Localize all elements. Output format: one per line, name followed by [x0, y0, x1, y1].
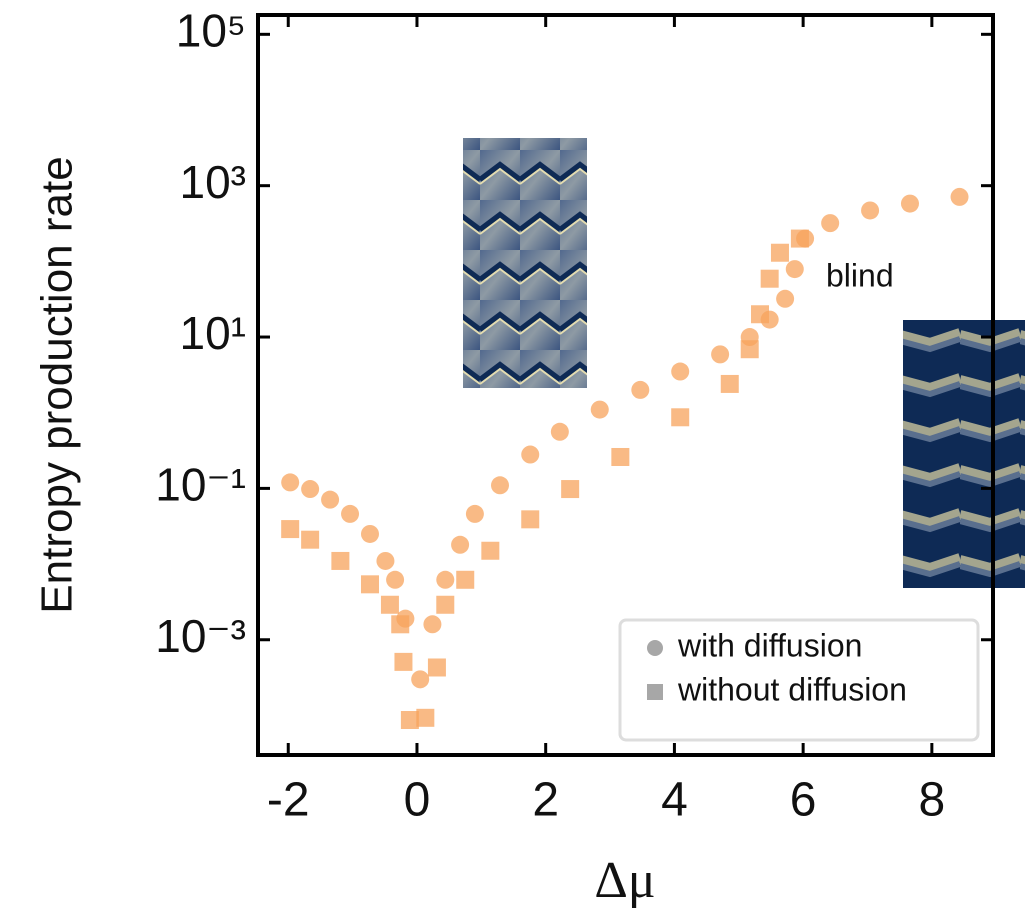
data-point [786, 260, 804, 278]
data-point [341, 505, 359, 523]
data-point [591, 401, 609, 419]
x-tick-label: 4 [661, 774, 688, 827]
data-point [711, 345, 729, 363]
data-point [721, 375, 739, 393]
data-point [561, 480, 579, 498]
data-point [751, 305, 769, 323]
data-point [741, 340, 759, 358]
data-point [861, 201, 879, 219]
data-point [671, 363, 689, 381]
data-point [631, 381, 649, 399]
y-tick-label: 10⁻¹ [155, 459, 246, 511]
data-point [416, 709, 434, 727]
data-point [394, 653, 412, 671]
inset-image [903, 320, 1025, 588]
legend-label: with diffusion [677, 627, 862, 663]
data-point [951, 188, 969, 206]
data-point [521, 510, 539, 528]
data-point [436, 571, 454, 589]
data-point [436, 596, 454, 614]
y-tick-label: 10³ [180, 156, 246, 208]
y-axis-label: Entropy production rate [33, 156, 82, 613]
x-tick-label: 6 [790, 774, 817, 827]
legend-marker [647, 684, 663, 700]
data-point [281, 520, 299, 538]
data-point [391, 615, 409, 633]
data-point [281, 473, 299, 491]
legend-marker [647, 640, 663, 656]
data-point [411, 670, 429, 688]
x-axis-label: Δμ [594, 852, 655, 909]
x-tick-label: 2 [532, 774, 559, 827]
x-tick-label: 8 [919, 774, 946, 827]
x-tick-label: -2 [267, 774, 310, 827]
data-point [821, 214, 839, 232]
legend-label: without diffusion [677, 671, 907, 707]
x-tick-label: 0 [404, 774, 431, 827]
data-point [466, 505, 484, 523]
data-point [428, 658, 446, 676]
data-point [901, 195, 919, 213]
data-point [771, 244, 789, 262]
annotation: blind [826, 257, 894, 293]
chart: Entropy production rate Δμ blind 10⁵ 10³ 1… [0, 0, 1025, 915]
y-tick-label: 10¹ [180, 307, 246, 359]
data-point [551, 423, 569, 441]
y-tick-label: 10⁵ [176, 4, 246, 56]
data-point [361, 525, 379, 543]
data-point [451, 536, 469, 554]
data-point [521, 446, 539, 464]
data-point [381, 596, 399, 614]
data-point [361, 575, 379, 593]
data-point [301, 480, 319, 498]
data-point [791, 230, 809, 248]
y-tick-label: 10⁻³ [155, 610, 246, 662]
data-point [671, 408, 689, 426]
data-point [301, 531, 319, 549]
data-point [761, 270, 779, 288]
data-point [376, 552, 394, 570]
data-point [386, 571, 404, 589]
data-point [401, 711, 419, 729]
data-point [481, 542, 499, 560]
inset-image [463, 138, 587, 388]
data-point [776, 290, 794, 308]
data-point [611, 448, 629, 466]
data-point [456, 571, 474, 589]
data-point [331, 552, 349, 570]
data-point [423, 615, 441, 633]
data-point [491, 476, 509, 494]
data-point [321, 491, 339, 509]
